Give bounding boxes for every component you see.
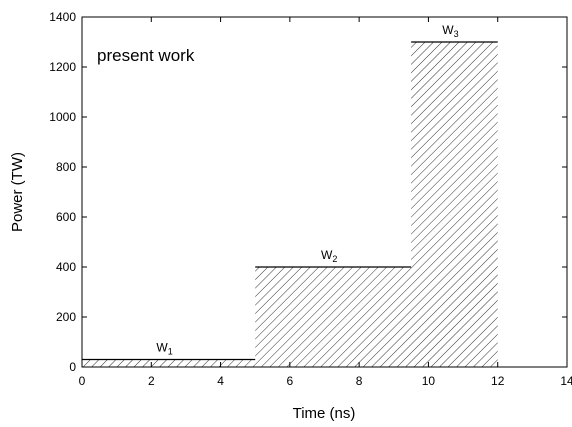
y-axis-title: Power (TW) xyxy=(9,152,26,232)
x-tick-label: 12 xyxy=(491,374,505,388)
x-tick-label: 4 xyxy=(217,374,224,388)
x-tick-label: 10 xyxy=(422,374,436,388)
x-tick-label: 14 xyxy=(560,374,572,388)
segment-label: W1 xyxy=(156,341,172,357)
annotation: present work xyxy=(97,46,195,65)
y-tick-label: 1200 xyxy=(49,60,76,74)
x-axis-title: Time (ns) xyxy=(293,405,356,422)
x-tick-label: 6 xyxy=(287,374,294,388)
x-tick-label: 0 xyxy=(79,374,86,388)
y-tick-label: 400 xyxy=(56,260,76,274)
segment-label-sub: 2 xyxy=(332,254,337,264)
segment-label-sub: 3 xyxy=(454,29,459,39)
x-tick-label: 2 xyxy=(148,374,155,388)
segment-label-base: W xyxy=(442,23,454,37)
bar xyxy=(411,42,498,367)
segment-label-sub: 1 xyxy=(168,347,173,357)
y-tick-label: 1400 xyxy=(49,10,76,24)
plot-frame xyxy=(81,16,568,368)
y-tick-label: 200 xyxy=(56,310,76,324)
bar xyxy=(255,267,412,367)
bar xyxy=(82,359,256,367)
segment-label: W3 xyxy=(442,23,458,39)
y-tick-label: 800 xyxy=(56,160,76,174)
y-tick-label: 0 xyxy=(69,360,76,374)
segment-label: W2 xyxy=(321,248,337,264)
segment-label-base: W xyxy=(156,341,168,355)
y-tick-label: 1000 xyxy=(49,110,76,124)
x-tick-label: 8 xyxy=(356,374,363,388)
y-tick-label: 600 xyxy=(56,210,76,224)
segment-label-base: W xyxy=(321,248,333,262)
